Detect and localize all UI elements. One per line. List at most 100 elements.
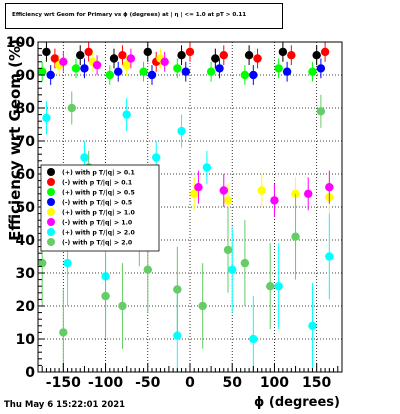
data-point [190,189,199,198]
data-point [185,47,195,57]
data-point [46,70,55,80]
data-point [109,54,119,63]
data-point [139,67,148,76]
x-tick-label: -50 [135,375,161,391]
legend-marker [47,218,55,226]
data-point [50,54,60,63]
data-point [122,110,131,119]
data-point [223,245,233,255]
data-point [320,47,330,57]
series-group [46,58,326,85]
data-point [143,265,152,274]
data-point [59,57,68,66]
data-point [308,321,317,330]
axis-layer: 0 10 20 30 40 50 60 70 80 90 100 -150 -100 -50 0 50 100 1… [6,35,339,391]
series-group [42,42,321,69]
data-point [249,70,258,80]
data-point [312,51,321,60]
data-point [181,67,190,76]
data-point [122,60,131,70]
legend-entry: (+) with p T/|q| > 2.0 [62,230,136,238]
data-point [71,64,81,73]
legend: (+) with p T/|q| > 0.1 (-) with p T/|q| >… [40,164,160,252]
data-point [274,64,283,73]
data-point [278,47,288,57]
data-point [325,183,334,192]
legend-marker [47,208,55,216]
data-point [126,54,136,63]
legend-marker [47,188,55,196]
data-point [63,258,72,268]
legend-entry: (-) with p T/|q| > 0.5 [62,200,132,208]
data-point [101,291,110,301]
y-tick-label: 100 [6,35,35,51]
data-point [316,64,326,73]
data-point [42,47,51,57]
data-point [215,64,224,73]
legend-marker [47,198,55,206]
data-point [244,51,254,60]
data-point [76,51,85,60]
x-axis-label: ϕ (degrees) [254,395,340,410]
data-point [80,153,89,162]
y-tick-label: 30 [16,266,36,282]
legend-entry: (+) with p T/|q| > 0.1 [62,170,135,178]
x-tick-label: 50 [222,375,242,391]
data-point [282,67,292,76]
x-tick-label: 150 [302,375,331,391]
y-tick-label: 20 [16,299,36,315]
legend-box [40,164,160,252]
data-point [274,282,283,291]
data-point [42,113,51,123]
data-point [194,183,203,192]
legend-entry: (-) with p T/|q| > 2.0 [62,240,133,248]
data-point [173,64,182,73]
data-point [177,51,186,60]
data-point [84,47,93,57]
legend-entry: (-) with p T/|q| > 0.1 [62,180,132,188]
data-point [38,67,47,76]
x-tick-label: 100 [260,375,289,391]
y-tick-label: 10 [16,332,36,348]
data-point [211,54,220,63]
chart-title-box: Efficiency wrt Geom for Primary vs ϕ (de… [5,3,283,29]
data-point [287,51,296,60]
x-tick-label: 0 [185,375,195,391]
data-point [325,252,334,261]
data-point [266,282,275,291]
data-point [219,51,228,60]
data-point [173,331,182,340]
legend-marker [47,178,55,186]
data-point [240,258,250,268]
series-group [38,58,317,85]
data-point [105,70,114,80]
legend-marker [47,238,55,246]
data-point [38,258,47,268]
data-point [59,328,68,337]
y-tick-label: 0 [25,365,35,381]
data-point [223,196,233,205]
data-point [291,232,300,241]
data-point [304,189,313,198]
data-point [160,57,169,66]
data-point [308,67,317,76]
y-tick-label: 60 [16,167,36,183]
data-point [202,163,212,172]
data-point [152,153,161,162]
data-point [257,186,266,195]
data-point [177,126,186,136]
y-tick-label: 50 [16,200,36,216]
legend-marker [47,168,55,176]
data-point [143,47,152,57]
data-point [118,301,127,311]
data-point [316,107,326,116]
y-axis-label: Efficiency wrt Geom (%) [6,39,24,241]
data-point [118,51,127,60]
data-point [219,186,228,195]
y-tick-label: 70 [16,134,36,150]
legend-entry: (+) with p T/|q| > 1.0 [62,210,136,218]
x-tick-label: -150 [46,375,81,391]
data-point [92,60,102,70]
chart-title: Efficiency wrt Geom for Primary vs ϕ (de… [12,12,247,18]
